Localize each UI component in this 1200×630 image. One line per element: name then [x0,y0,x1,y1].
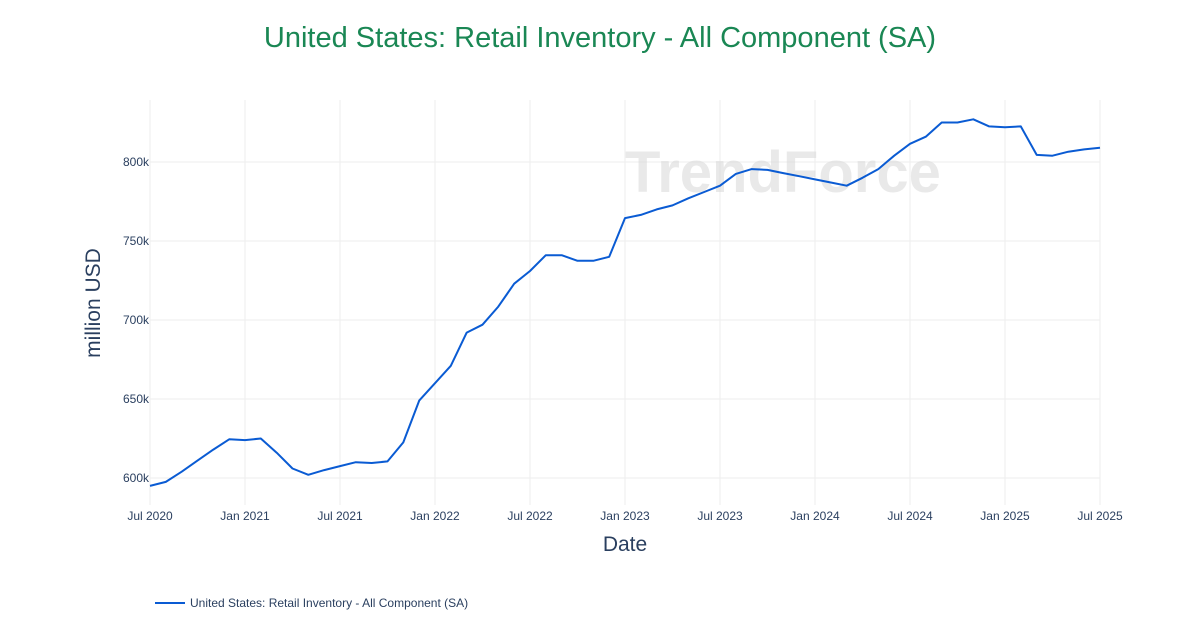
y-axis-title: million USD [82,248,105,358]
gridlines [149,100,1101,505]
x-tick-label: Jan 2024 [790,509,840,523]
x-tick-label: Jan 2025 [980,509,1030,523]
legend-label: United States: Retail Inventory - All Co… [190,596,469,610]
chart-title: United States: Retail Inventory - All Co… [263,22,937,54]
x-tick-label: Jul 2024 [887,509,933,523]
x-tick-label: Jan 2022 [410,509,460,523]
x-tick-label: Jul 2022 [507,509,553,523]
x-tick-label: Jul 2020 [127,509,173,523]
x-tick-label: Jul 2021 [317,509,363,523]
x-axis-ticks: Jul 2020 Jan 2021 Jul 2021 Jan 2022 Jul 2022… [127,509,1123,523]
x-tick-label: Jul 2025 [1077,509,1123,523]
x-axis-title: Date [602,533,648,556]
y-tick-label: 650k [123,392,150,406]
y-axis-ticks: 600k 650k 700k 750k 800k [123,155,150,485]
x-tick-label: Jul 2023 [697,509,743,523]
legend[interactable]: United States: Retail Inventory - All Co… [155,596,468,610]
x-tick-label: Jan 2023 [600,509,650,523]
y-tick-label: 800k [123,155,150,169]
y-tick-label: 600k [123,471,150,485]
series-line[interactable] [149,118,1101,487]
y-tick-label: 750k [123,234,150,248]
y-tick-label: 700k [123,313,150,327]
legend-line-swatch-icon [155,602,185,604]
x-tick-label: Jan 2021 [220,509,270,523]
